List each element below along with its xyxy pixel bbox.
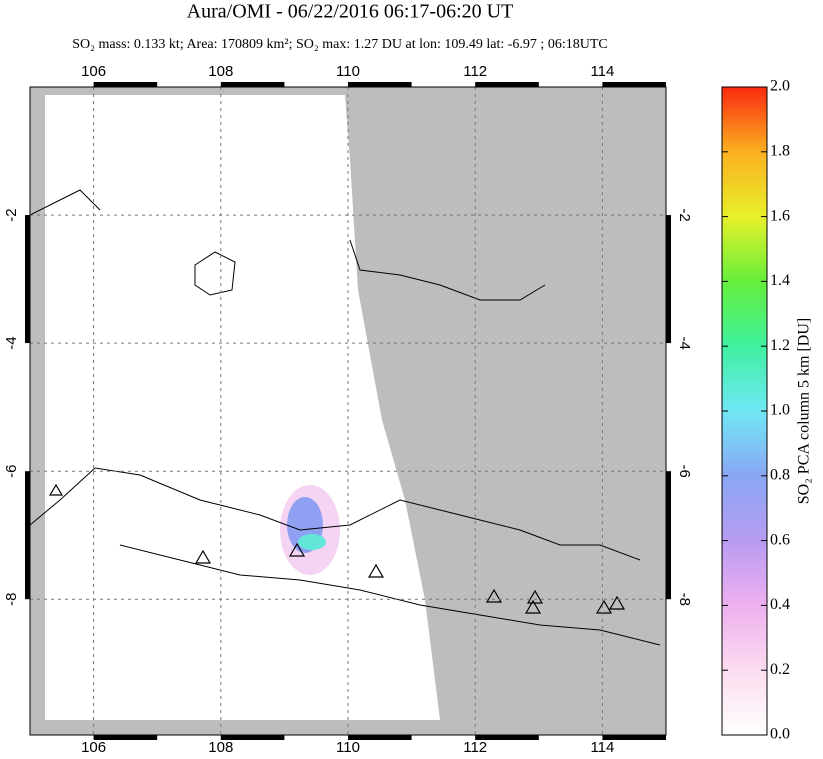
frame-bar xyxy=(602,735,666,740)
frame-bar xyxy=(666,215,671,344)
coastline xyxy=(30,189,661,646)
frame-bar xyxy=(220,735,285,740)
colorbar-tick-label: 1.4 xyxy=(770,272,790,289)
y-tick-label: -6 xyxy=(3,465,20,478)
frame-bar xyxy=(93,82,158,87)
frame-bar xyxy=(25,471,30,600)
colorbar xyxy=(721,86,768,736)
x-tick-label: 106 xyxy=(81,739,106,756)
frame-bar xyxy=(602,82,666,87)
y-tick-label: -6 xyxy=(676,465,693,478)
x-tick-label: 108 xyxy=(208,739,233,756)
frame-bar xyxy=(666,471,671,600)
colorbar-tick-label: 0.0 xyxy=(770,726,790,743)
x-tick-label: 112 xyxy=(463,63,487,80)
x-tick-label: 114 xyxy=(590,739,614,756)
subtitle: SO₂ mass: 0.133 kt; Area: 170809 km²; SO… xyxy=(72,37,607,52)
frame-bar xyxy=(348,735,412,740)
title: Aura/OMI - 06/22/2016 06:17-06:20 UT xyxy=(187,1,514,23)
colorbar-tick-label: 1.0 xyxy=(770,402,790,419)
x-tick-label: 112 xyxy=(463,739,487,756)
x-tick-label: 106 xyxy=(81,63,106,80)
frame-bar xyxy=(25,215,30,344)
frame-bar xyxy=(348,82,412,87)
frame-bar xyxy=(475,735,539,740)
y-tick-label: -4 xyxy=(676,336,693,349)
colorbar-tick-label: 0.8 xyxy=(770,466,790,483)
data-swath xyxy=(45,95,440,720)
colorbar-label: SO₂ PCA column 5 km [DU] xyxy=(796,318,813,504)
volcanoes xyxy=(48,483,626,614)
x-tick-label: 114 xyxy=(590,63,614,80)
grid xyxy=(30,87,666,735)
colorbar-tick-label: 0.4 xyxy=(770,596,790,613)
x-tick-label: 110 xyxy=(336,63,360,80)
x-tick-label: 108 xyxy=(208,63,233,80)
x-tick-label: 110 xyxy=(336,739,360,756)
colorbar-tick-label: 1.2 xyxy=(770,337,790,354)
frame-bar xyxy=(220,82,285,87)
coastline xyxy=(194,251,236,296)
y-tick-label: -4 xyxy=(3,336,20,349)
colorbar-tick-label: 0.2 xyxy=(770,661,790,678)
frame-bar xyxy=(93,735,158,740)
frame-bar xyxy=(475,82,539,87)
colorbar-tick-label: 0.6 xyxy=(770,531,790,548)
colorbar-tick-label: 2.0 xyxy=(770,78,790,95)
colorbar-tick-label: 1.8 xyxy=(770,142,790,159)
y-tick-label: -8 xyxy=(676,593,693,606)
y-tick-label: -8 xyxy=(3,593,20,606)
plume xyxy=(298,534,326,550)
y-tick-label: -2 xyxy=(3,208,20,221)
y-tick-label: -2 xyxy=(676,208,693,221)
colorbar-tick-label: 1.6 xyxy=(770,207,790,224)
